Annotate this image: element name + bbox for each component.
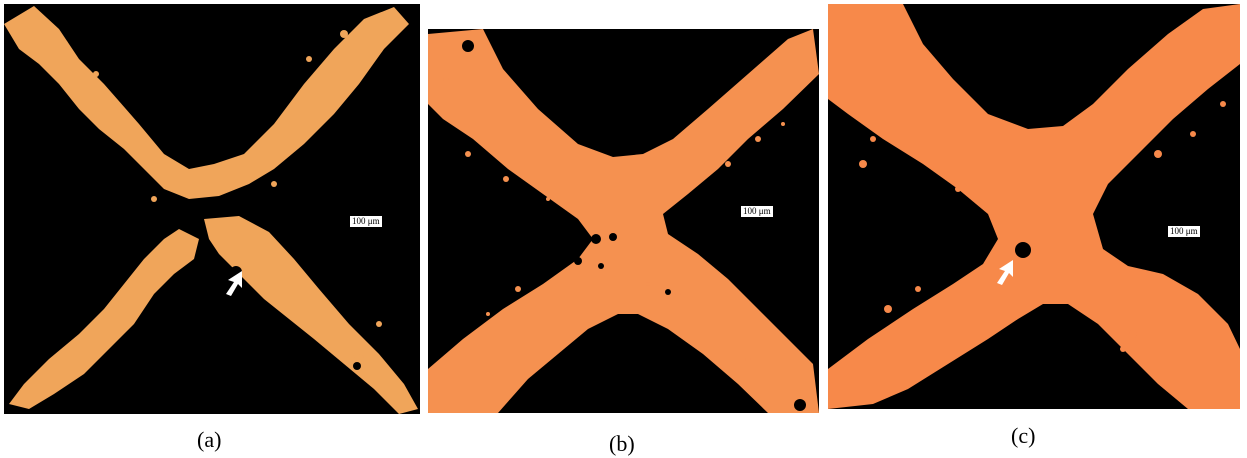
scale-bar-a: 100 μm [350, 216, 382, 229]
scale-bar-b: 100 μm [741, 206, 773, 219]
scale-bar-c: 100 μm [1168, 226, 1200, 239]
micrograph-image-b [428, 29, 819, 413]
micrograph-panel-b: 100 μm [428, 29, 819, 413]
caption-b: (b) [609, 431, 635, 456]
micrograph-panel-c: 100 μm [828, 4, 1240, 409]
micrograph-image-c [828, 4, 1240, 409]
caption-a: (a) [197, 427, 222, 452]
arrow-icon [997, 260, 1013, 285]
micrograph-panel-a: 100 μm [4, 4, 420, 414]
caption-c: (c) [1011, 423, 1036, 448]
micrograph-image-a [4, 4, 420, 414]
arrow-icon [226, 271, 242, 296]
